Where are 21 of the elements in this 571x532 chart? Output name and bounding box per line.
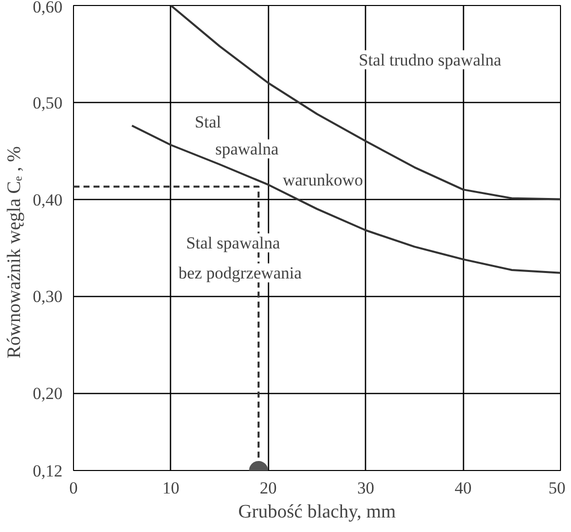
annotation: warunkowo: [282, 170, 363, 190]
annotation: spawalna: [215, 139, 279, 158]
x-axis-title: Grubość blachy, mm: [238, 502, 396, 522]
y-tick-label: 0,40: [32, 190, 62, 210]
annotation: Stal trudno spawalna: [358, 50, 502, 70]
y-tick-label: 0,50: [32, 93, 62, 112]
x-tick-label: 30: [357, 478, 374, 498]
annotation: bez podgrzewania: [178, 263, 302, 282]
y-tick-label: 0,60: [32, 0, 62, 16]
x-tick-label: 20: [260, 478, 277, 498]
y-tick-label: 0,12: [32, 462, 62, 480]
x-tick-label: 10: [162, 478, 180, 498]
annotation: Stal: [194, 112, 222, 132]
line-series: [170, 6, 560, 200]
x-tick-label: 50: [548, 478, 566, 498]
annotation: Stal spawalna: [186, 233, 280, 252]
y-axis-title: Równoważnik węgla Cₑ , %: [4, 146, 25, 358]
x-tick-label: 0: [69, 478, 78, 498]
x-tick-label: 40: [454, 478, 472, 498]
y-tick-label: 0,30: [32, 287, 62, 306]
y-tick-label: 0,20: [32, 384, 62, 403]
